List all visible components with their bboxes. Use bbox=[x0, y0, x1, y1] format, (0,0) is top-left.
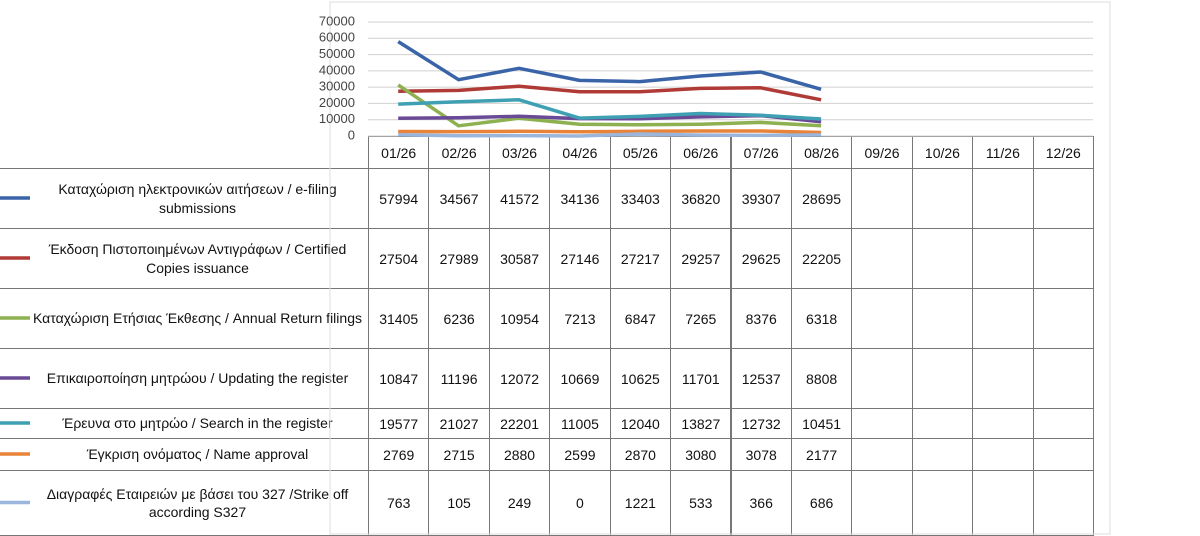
y-tick-label: 40000 bbox=[319, 62, 355, 77]
y-tick-label: 50000 bbox=[319, 46, 355, 61]
y-tick-label: 20000 bbox=[319, 95, 355, 110]
series-line bbox=[397, 40, 822, 91]
y-tick-label: 70000 bbox=[319, 13, 355, 28]
series-line bbox=[398, 84, 822, 102]
frame bbox=[329, 1, 1111, 535]
y-tick-label: 60000 bbox=[319, 30, 355, 45]
y-tick-label: 0 bbox=[348, 127, 355, 142]
y-tick-label: 30000 bbox=[319, 79, 355, 94]
series-line bbox=[397, 83, 822, 128]
series-line bbox=[398, 132, 822, 138]
y-tick-label: 10000 bbox=[319, 111, 355, 126]
series-line bbox=[398, 98, 822, 121]
series-line bbox=[398, 129, 822, 135]
